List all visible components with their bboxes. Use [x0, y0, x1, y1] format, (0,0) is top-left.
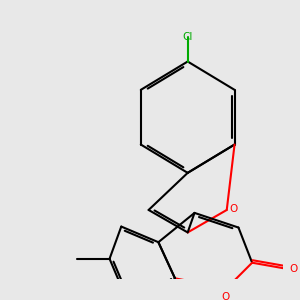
- Text: O: O: [221, 292, 230, 300]
- Text: O: O: [230, 204, 238, 214]
- Text: Cl: Cl: [182, 32, 193, 42]
- Text: O: O: [290, 264, 298, 274]
